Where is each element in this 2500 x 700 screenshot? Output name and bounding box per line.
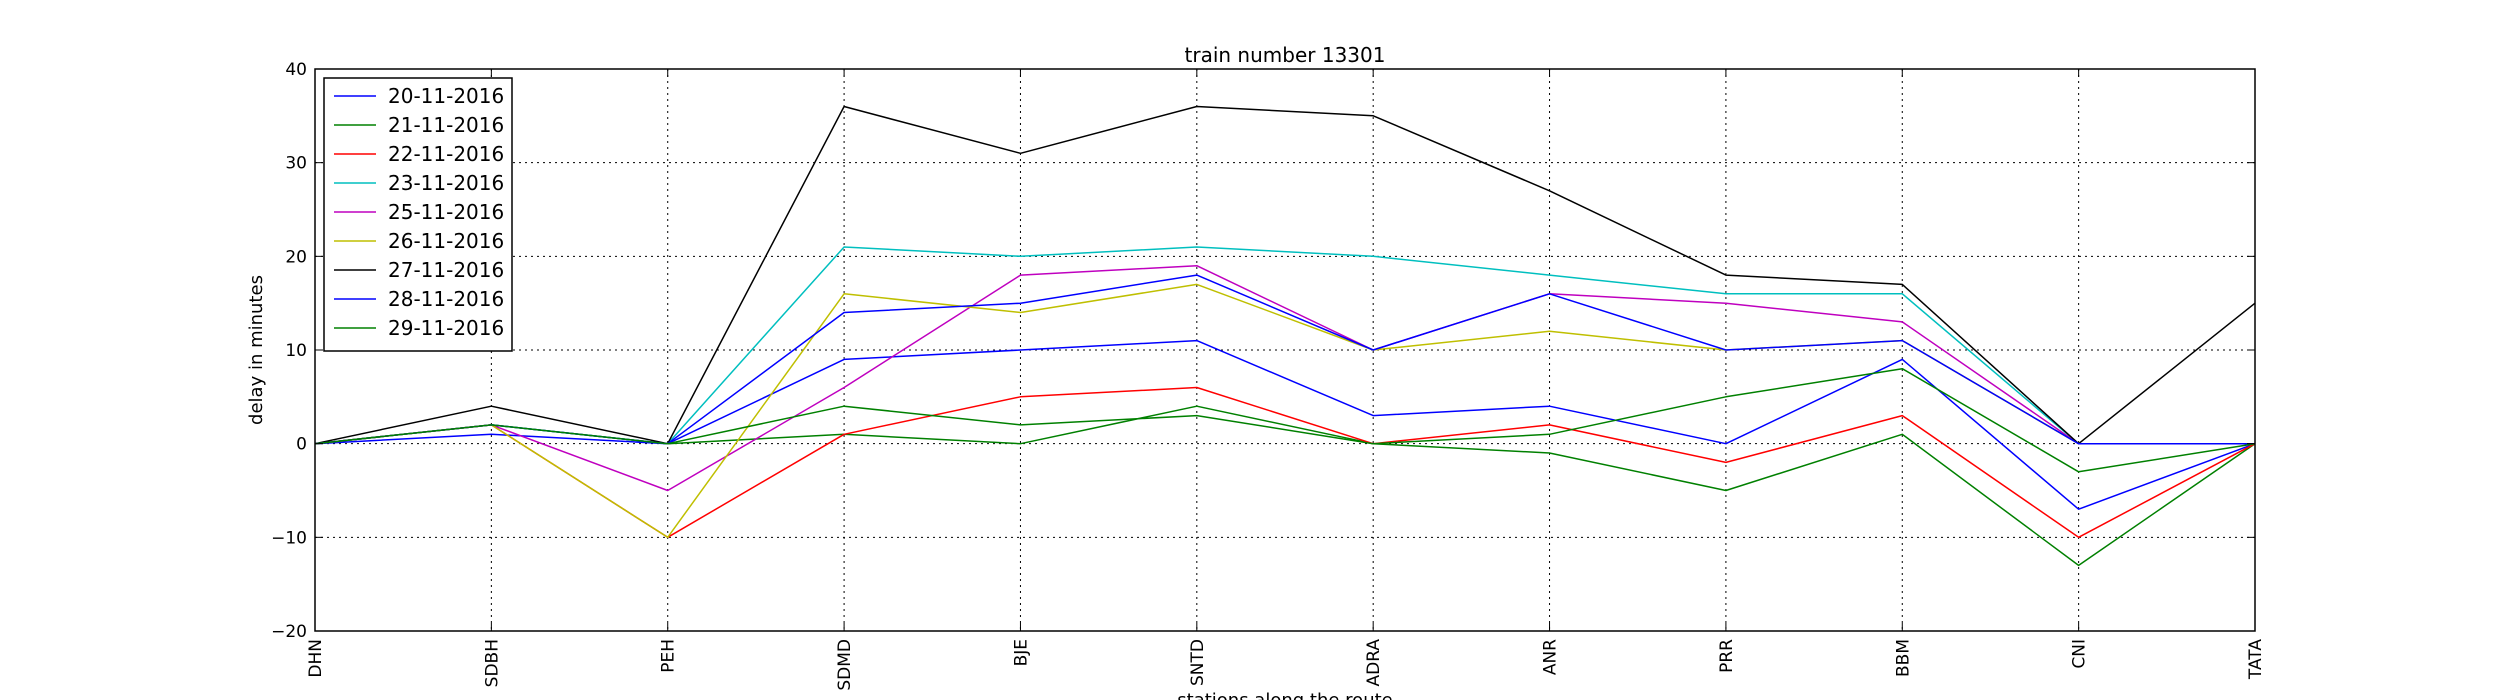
legend-label: 29-11-2016 — [388, 316, 504, 340]
series-lines — [314, 105, 2256, 567]
x-tick-label: PRR — [1717, 639, 1737, 673]
y-tick-label: 40 — [285, 60, 307, 80]
grid — [314, 68, 2256, 632]
y-tick-label: 0 — [296, 435, 307, 455]
x-axis-title: stations along the route — [1177, 690, 1392, 700]
x-tick-label: BJE — [1011, 639, 1031, 666]
x-tick-label: SNTD — [1188, 639, 1208, 686]
series-line — [314, 264, 2255, 492]
x-tick-label: SDMD — [835, 639, 855, 691]
legend: 20-11-2016 21-11-2016 22-11-2016 23-11-2016… — [323, 77, 513, 352]
series-line — [314, 339, 2256, 510]
x-tick-label: ANR — [1541, 639, 1561, 675]
legend-label: 27-11-2016 — [388, 258, 504, 282]
legend-label: 28-11-2016 — [388, 287, 504, 311]
x-tick-label: PEH — [659, 639, 679, 673]
legend-label: 21-11-2016 — [388, 113, 504, 137]
x-tick-label: TATA — [2246, 639, 2266, 680]
plot-frame — [314, 68, 2256, 632]
y-tick-label: 10 — [285, 341, 307, 361]
legend-label: 22-11-2016 — [388, 142, 504, 166]
x-tick-label: CNI — [2070, 639, 2090, 669]
series-line — [314, 105, 2256, 445]
x-tick-label: ADRA — [1364, 639, 1384, 687]
x-tick-label: BBM — [1893, 639, 1913, 677]
x-tick-label: SDBH — [482, 639, 502, 687]
legend-label: 20-11-2016 — [388, 84, 504, 108]
axis-ticks: −20 −10 0 10 20 30 40 DHN SDBH PEH SDMD BJE SNTD ADRA… — [271, 60, 2266, 691]
series-line — [314, 386, 2256, 539]
y-tick-label: 20 — [285, 247, 307, 267]
series-line — [314, 246, 2255, 445]
legend-label: 25-11-2016 — [388, 200, 504, 224]
legend-label: 23-11-2016 — [388, 171, 504, 195]
y-tick-label: −20 — [271, 622, 307, 642]
legend-label: 26-11-2016 — [388, 229, 504, 253]
legend-box — [323, 77, 513, 352]
y-tick-label: 30 — [285, 154, 307, 174]
series-line — [314, 274, 2255, 445]
y-axis-title: delay in minutes — [246, 275, 267, 425]
chart-title: train number 13301 — [1185, 43, 1386, 67]
series-line — [314, 367, 2256, 473]
x-tick-label: DHN — [306, 639, 326, 678]
y-tick-label: −10 — [271, 528, 307, 548]
